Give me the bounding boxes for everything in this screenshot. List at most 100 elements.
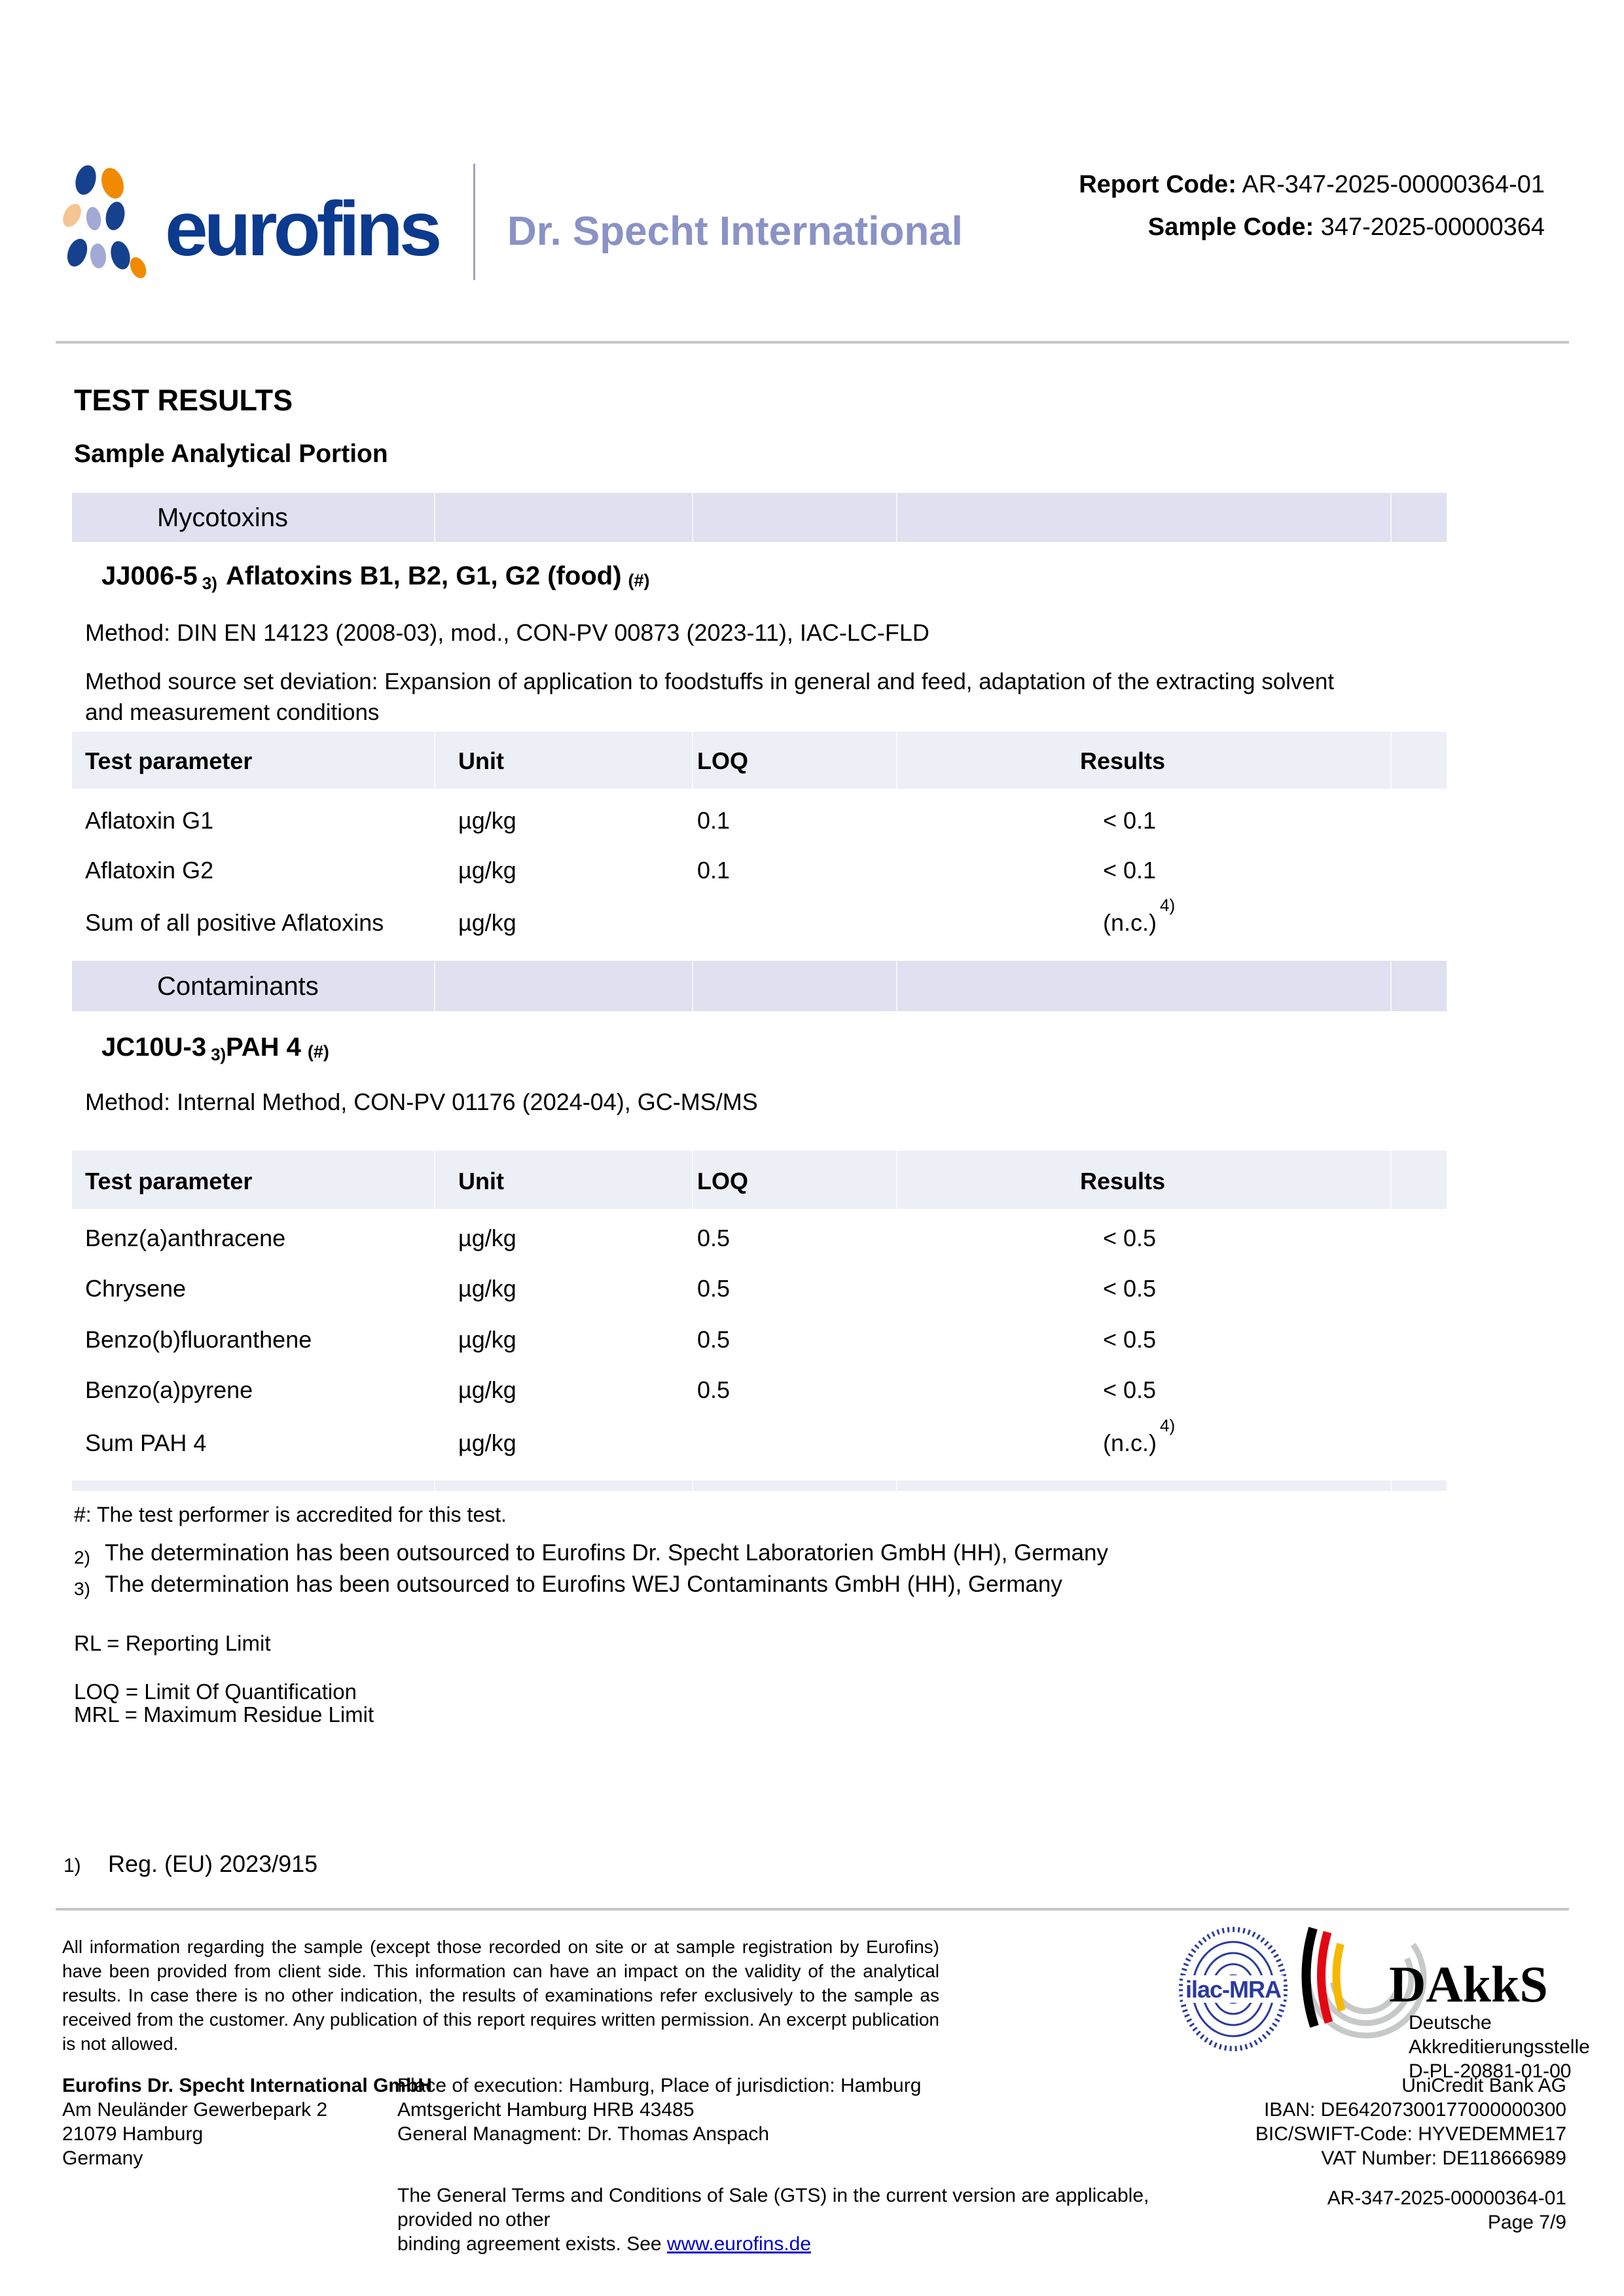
method-line: Method: Internal Method, CON-PV 01176 (2… [85,1088,758,1115]
cell-result: (n.c.)4) [1103,1416,1176,1456]
analysis-code: JJ006-5 [101,562,198,590]
eurofins-website-link[interactable]: www.eurofins.de [666,2233,812,2255]
svg-text:DAkkS: DAkkS [1389,1956,1548,2013]
footnote-accredited: #: The test performer is accredited for … [74,1503,507,1526]
analysis-name: PAH 4 [226,1033,301,1062]
footer-report-code: AR-347-2025-00000364-01 [1327,2187,1566,2209]
cell-loq: 0.5 [697,1376,731,1403]
regulation-text: Reg. (EU) 2023/915 [108,1850,318,1877]
header-rule [56,341,1569,344]
footer-iban: IBAN: DE64207300177000000300 [1263,2099,1566,2121]
analysis-name-row: PAH 4 (#) [226,1033,329,1062]
cell-loq: 0.1 [697,807,731,834]
table-row: Benz(a)anthracene µg/kg 0.5 < 0.5 [72,1225,1447,1257]
cell-loq: 0.1 [697,857,731,884]
footer-bank-info: UniCredit Bank AG IBAN: DE64207300177000… [1255,2073,1566,2170]
table-row: Benzo(b)fluoranthene µg/kg 0.5 < 0.5 [72,1326,1447,1359]
col-test-parameter: Test parameter [85,1168,253,1194]
svg-text:ilac-MRA: ilac-MRA [1185,1976,1282,2003]
division-name: Dr. Specht International [507,209,963,254]
accreditation-mark: (#) [628,571,650,590]
footer-company-city: 21079 Hamburg [62,2123,204,2145]
cell-param: Benzo(a)pyrene [85,1376,253,1403]
footer-company-name: Eurofins Dr. Specht International GmbH [62,2075,433,2096]
footer-company-address: Eurofins Dr. Specht International GmbH A… [62,2073,432,2170]
footer-management: General Managment: Dr. Thomas Anspach [397,2123,770,2145]
cell-result: < 0.5 [1103,1225,1157,1251]
cell-param: Aflatoxin G1 [85,807,214,834]
cell-param: Benz(a)anthracene [85,1225,286,1251]
col-loq: LOQ [697,1168,748,1194]
footer-bank-name: UniCredit Bank AG [1401,2075,1566,2096]
table-row: Sum PAH 4 µg/kg (n.c.)4) [72,1416,1447,1462]
footer-execution: Place of execution: Hamburg, Place of ju… [397,2075,922,2096]
cell-param: Chrysene [85,1275,187,1302]
cell-loq: 0.5 [697,1326,731,1353]
cell-loq: 0.5 [697,1225,731,1251]
col-loq: LOQ [697,747,748,774]
table-header-row: Test parameter Unit LOQ Results [72,747,1447,780]
section-band-mycotoxins: Mycotoxins [72,493,1447,542]
table-row: Aflatoxin G1 µg/kg 0.1 < 0.1 [72,807,1447,840]
legend-mrl: MRL = Maximum Residue Limit [74,1702,374,1727]
report-codes: Report Code: AR-347-2025-00000364-01 Sam… [1079,164,1545,249]
analysis-name: Aflatoxins B1, B2, G1, G2 (food) [226,562,622,590]
footer-company-country: Germany [62,2147,143,2169]
footer-rule [56,1908,1569,1910]
col-unit: Unit [458,1168,504,1194]
brand-divider [473,164,475,280]
col-unit: Unit [458,747,504,774]
legend-loq: LOQ = Limit Of Quantification [74,1679,357,1704]
regulation-marker: 1) [63,1855,81,1876]
table-bottom-strip [72,1480,1447,1491]
dakks-line: D-PL-20881-01-00 [1409,2060,1572,2082]
cell-result: < 0.1 [1103,807,1157,834]
sample-code-label: Sample Code: [1147,213,1314,241]
gts-notice: The General Terms and Conditions of Sale… [397,2183,1196,2256]
gts-text-line1: The General Terms and Conditions of Sale… [397,2185,1149,2231]
cell-unit: µg/kg [458,1376,516,1403]
dakks-line: Akkreditierungsstelle [1409,2036,1590,2058]
brand-wordmark: eurofins [165,186,442,272]
method-deviation: Method source set deviation: Expansion o… [85,669,1335,725]
sample-code-line: Sample Code: 347-2025-00000364 [1079,206,1545,249]
analysis-name-row: Aflatoxins B1, B2, G1, G2 (food) (#) [226,562,650,591]
analysis-code-footnote: 3) [211,1045,226,1064]
cell-result: < 0.5 [1103,1376,1157,1403]
footnote-marker: 2) [74,1547,90,1568]
footer-vat: VAT Number: DE118666989 [1321,2147,1566,2169]
page-title: TEST RESULTS [74,384,293,417]
footer-bic: BIC/SWIFT-Code: HYVEDEMME17 [1255,2123,1566,2145]
table-row: Chrysene µg/kg 0.5 < 0.5 [72,1275,1447,1308]
result-footnote: 4) [1160,1416,1176,1435]
section-band-contaminants: Contaminants [72,961,1447,1011]
table-header-row: Test parameter Unit LOQ Results [72,1168,1447,1200]
cell-param: Benzo(b)fluoranthene [85,1326,312,1353]
table-header-band [72,1151,1447,1209]
eurofins-logo-icon [59,162,156,287]
analysis-code-footnote: 3) [202,573,217,593]
col-test-parameter: Test parameter [85,747,253,774]
disclaimer-text: All information regarding the sample (ex… [62,1937,939,2054]
legend-rl: RL = Reporting Limit [74,1631,271,1655]
footer-company-street: Am Neuländer Gewerbepark 2 [62,2099,328,2121]
table-row: Sum of all positive Aflatoxins µg/kg (n.… [72,895,1447,942]
cell-result: < 0.5 [1103,1326,1157,1353]
cell-param: Sum of all positive Aflatoxins [85,909,384,936]
footer-doc-code: AR-347-2025-00000364-01 Page 7/9 [1327,2186,1566,2234]
result-footnote: 4) [1160,895,1176,915]
footer-legal-info: Place of execution: Hamburg, Place of ju… [397,2073,921,2146]
ilac-mra-logo-icon: ilac-MRA [1179,1927,1288,2051]
footnote-marker: 3) [74,1579,90,1599]
report-code-line: Report Code: AR-347-2025-00000364-01 [1079,164,1545,206]
col-results: Results [1080,1168,1166,1194]
analysis-title-row: JC10U-3 3) [101,1033,226,1064]
analysis-code: JC10U-3 [101,1033,207,1062]
cell-unit: µg/kg [458,857,516,884]
section-band-label: Mycotoxins [157,503,289,532]
dakks-accreditation-text: Deutsche Akkreditierungsstelle D-PL-2088… [1409,2011,1590,2083]
cell-unit: µg/kg [458,1429,516,1456]
gts-text-line2: binding agreement exists. See [397,2233,667,2255]
cell-param: Sum PAH 4 [85,1429,207,1456]
